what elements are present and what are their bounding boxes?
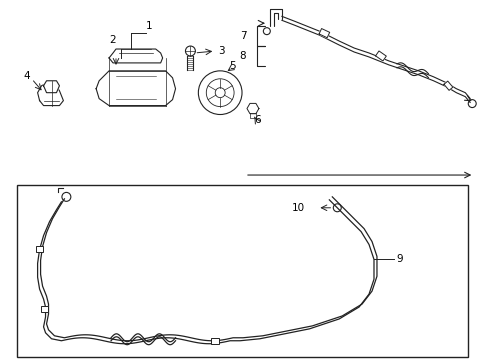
Bar [36,247,43,252]
Polygon shape [246,103,258,114]
Polygon shape [319,28,329,38]
Polygon shape [96,71,175,105]
Text: 10: 10 [291,203,304,213]
Text: 6: 6 [254,116,261,126]
Text: 2: 2 [109,35,116,45]
Bar [41,306,48,312]
Text: 7: 7 [239,31,246,41]
Text: 3: 3 [218,46,224,56]
Text: 1: 1 [145,21,152,31]
Polygon shape [109,49,163,63]
Text: 5: 5 [228,61,235,71]
Polygon shape [43,81,60,93]
Text: 8: 8 [239,51,246,61]
Circle shape [185,46,195,56]
Polygon shape [375,51,386,61]
Polygon shape [38,81,63,105]
Bar [17,185,468,357]
Text: 9: 9 [396,255,403,264]
Text: 4: 4 [23,71,30,81]
Bar [211,338,219,344]
Polygon shape [443,81,452,90]
